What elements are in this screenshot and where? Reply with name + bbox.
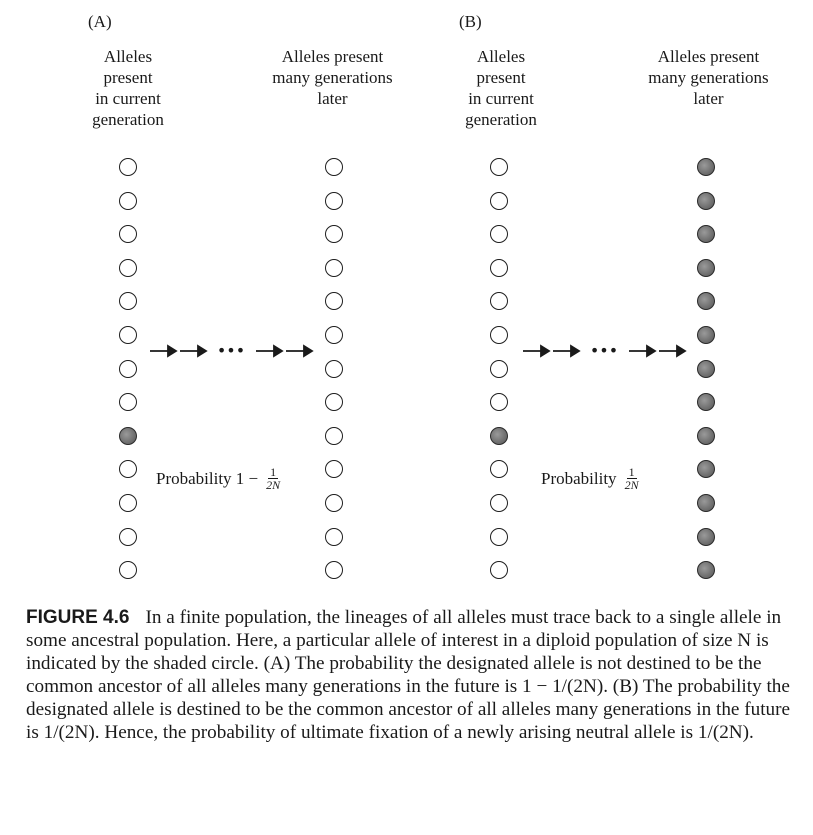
- shaded-allele-circle: [697, 192, 715, 210]
- allele-circle: [119, 561, 137, 579]
- allele-circle: [325, 393, 343, 411]
- caption-text: In a finite population, the lineages of …: [26, 607, 791, 743]
- allele-circle: [490, 460, 508, 478]
- allele-circle: [325, 528, 343, 546]
- panel-a-probability-label: Probability 1 −: [156, 468, 259, 488]
- shaded-allele-circle: [697, 292, 715, 310]
- panel-a-probability-fraction: 1 2N: [264, 466, 282, 491]
- shaded-allele-circle: [119, 427, 137, 445]
- panel-a-current-generation-heading: Alleles present in current generation: [92, 47, 164, 129]
- panel-a-label: (A): [88, 12, 112, 31]
- allele-circle: [490, 259, 508, 277]
- allele-circle: [325, 360, 343, 378]
- allele-circle: [119, 393, 137, 411]
- allele-circle: [325, 225, 343, 243]
- panel-b-current-generation-heading: Alleles present in current generation: [465, 47, 537, 129]
- allele-circle: [325, 326, 343, 344]
- shaded-allele-circle: [697, 528, 715, 546]
- panel-b-probability-fraction: 1 2N: [623, 466, 641, 491]
- panel-b-fraction-denominator: 2N: [624, 478, 639, 492]
- allele-circle: [119, 360, 137, 378]
- figure-label: FIGURE 4.6: [26, 607, 130, 628]
- allele-circle: [119, 158, 137, 176]
- allele-circle: [490, 360, 508, 378]
- allele-circle: [119, 225, 137, 243]
- shaded-allele-circle: [490, 427, 508, 445]
- allele-circle: [119, 326, 137, 344]
- shaded-allele-circle: [697, 225, 715, 243]
- allele-circle: [119, 460, 137, 478]
- shaded-allele-circle: [697, 158, 715, 176]
- figure-caption: FIGURE 4.6 In a finite population, the li…: [26, 606, 796, 744]
- allele-circle: [119, 192, 137, 210]
- panel-b-probability: Probability 1 2N: [541, 466, 641, 491]
- allele-circle: [325, 158, 343, 176]
- allele-circle: [490, 192, 508, 210]
- allele-circle: [325, 460, 343, 478]
- allele-circle: [490, 393, 508, 411]
- allele-circle: [325, 561, 343, 579]
- panel-b-arrows: •••: [523, 341, 687, 360]
- allele-circle: [490, 494, 508, 512]
- panel-a-later-generations-heading: Alleles present many generations later: [272, 47, 393, 108]
- shaded-allele-circle: [697, 494, 715, 512]
- allele-circle: [325, 427, 343, 445]
- allele-circle: [119, 259, 137, 277]
- panel-a-probability: Probability 1 − 1 2N: [156, 466, 282, 491]
- allele-circle: [490, 158, 508, 176]
- shaded-allele-circle: [697, 427, 715, 445]
- allele-circle: [325, 494, 343, 512]
- panel-b-later-generations-heading: Alleles present many generations later: [648, 47, 769, 108]
- shaded-allele-circle: [697, 326, 715, 344]
- panel-a-arrows: •••: [150, 341, 314, 360]
- panel-a-ellipsis: •••: [217, 341, 245, 360]
- panel-b-label: (B): [459, 12, 482, 31]
- allele-circle: [119, 292, 137, 310]
- panel-b-probability-label: Probability: [541, 468, 617, 488]
- allele-circle: [325, 259, 343, 277]
- panel-a-fraction-denominator: 2N: [266, 478, 281, 492]
- shaded-allele-circle: [697, 360, 715, 378]
- allele-circle: [490, 326, 508, 344]
- shaded-allele-circle: [697, 561, 715, 579]
- panel-a-fraction-numerator: 1: [268, 465, 279, 479]
- panel-b-ellipsis: •••: [590, 341, 618, 360]
- allele-circle: [119, 528, 137, 546]
- allele-circle: [490, 225, 508, 243]
- shaded-allele-circle: [697, 393, 715, 411]
- shaded-allele-circle: [697, 460, 715, 478]
- allele-circle: [325, 292, 343, 310]
- allele-circle: [325, 192, 343, 210]
- allele-circle: [119, 494, 137, 512]
- shaded-allele-circle: [697, 259, 715, 277]
- panel-b-fraction-numerator: 1: [626, 465, 637, 479]
- allele-circle: [490, 528, 508, 546]
- allele-circle: [490, 561, 508, 579]
- allele-circle: [490, 292, 508, 310]
